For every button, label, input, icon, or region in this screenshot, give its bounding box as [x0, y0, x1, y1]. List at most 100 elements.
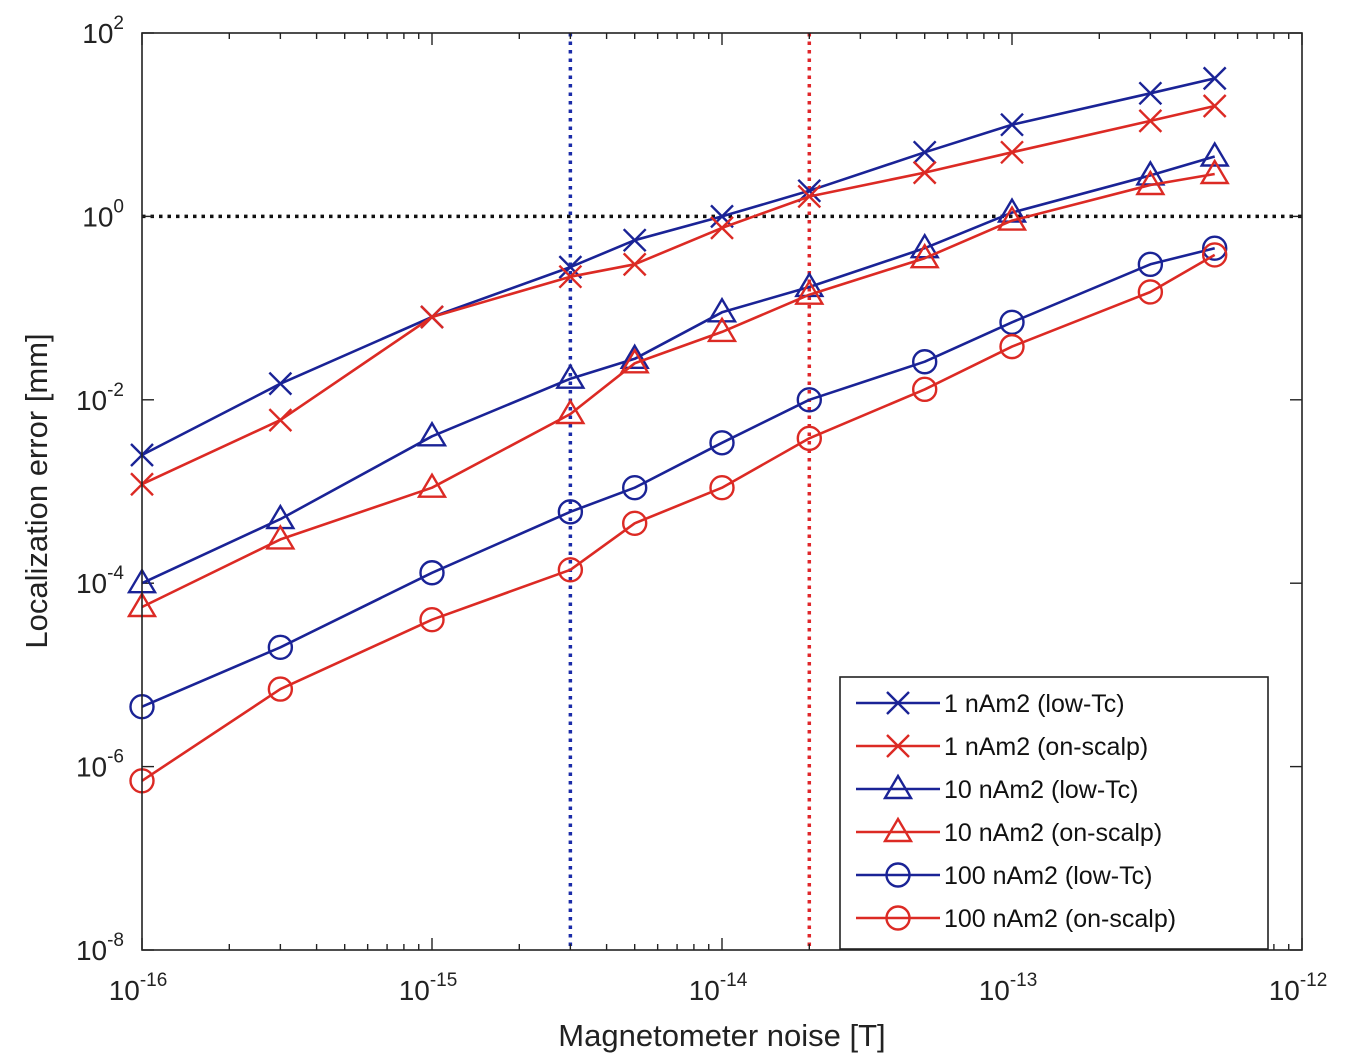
data-point [1000, 140, 1024, 165]
y-axis-label: Localization error [mm] [19, 333, 54, 648]
legend-marker [886, 734, 910, 758]
data-point [709, 475, 735, 501]
data-point-stroke [912, 140, 937, 165]
tick-labels: 10-16 10-15 10-14 10-13 10-12 10-8 10-6 10-4 10-… [76, 13, 1327, 1006]
series-line-2 [141, 155, 1216, 585]
data-point-stroke [1000, 140, 1024, 165]
y-tick-label: 10-2 [76, 380, 124, 416]
data-point [416, 472, 448, 498]
series-3 [126, 158, 1230, 618]
x-tick-label: 10-13 [979, 970, 1038, 1006]
data-point [267, 634, 294, 660]
data-point-stroke [912, 160, 937, 185]
data-point [416, 420, 448, 447]
data-point [1199, 158, 1230, 185]
x-tick-label: 10-15 [399, 970, 458, 1006]
data-point [555, 363, 586, 389]
data-point [912, 160, 937, 185]
data-point [267, 676, 294, 702]
data-point [912, 140, 937, 165]
series-group [126, 66, 1230, 794]
data-point [622, 252, 647, 277]
data-point-stroke [1000, 112, 1024, 137]
x-tick-label: 10-12 [1269, 970, 1328, 1006]
data-point-stroke [797, 184, 822, 209]
plot-frame [141, 32, 1303, 951]
y-tick-label: 10-6 [76, 747, 124, 783]
data-point-stroke [268, 408, 293, 432]
series-line-4 [141, 246, 1216, 708]
series-line-3 [141, 172, 1215, 609]
data-point [622, 475, 648, 501]
data-point [1000, 112, 1024, 137]
data-point [1138, 109, 1163, 133]
y-tick-label: 10-4 [76, 563, 124, 599]
data-point [419, 606, 445, 633]
data-point [619, 347, 650, 374]
data-point [706, 316, 738, 343]
data-point [619, 343, 650, 369]
data-point [557, 557, 584, 583]
data-point-stroke [622, 252, 647, 277]
legend-entry-label: 10 nAm2 (low-Tc) [944, 776, 1139, 804]
data-point-stroke [1202, 94, 1227, 118]
legend: 1 nAm2 (low-Tc) 1 nAm2 (on-scalp) 10 nAm2 … [839, 676, 1269, 950]
data-point [710, 216, 734, 240]
data-point [796, 387, 822, 413]
data-point [558, 264, 583, 289]
data-point-stroke [558, 255, 583, 279]
legend-marker [882, 816, 914, 843]
legend-entry-label: 10 nAm2 (on-scalp) [944, 819, 1162, 847]
data-point [912, 349, 938, 375]
x-tick-label: 10-16 [109, 970, 168, 1006]
data-point-stroke [1138, 81, 1163, 106]
data-point [1202, 66, 1227, 91]
data-point [794, 279, 825, 305]
x-tick-label: 10-14 [689, 970, 748, 1006]
series-line-5 [141, 253, 1216, 782]
data-point [999, 333, 1025, 360]
y-tick-label: 10-8 [76, 930, 124, 966]
y-tick-label: 100 [82, 196, 124, 232]
data-point [1137, 251, 1164, 278]
data-point [622, 228, 647, 253]
x-axis-label: Magnetometer noise [T] [558, 1018, 885, 1053]
data-point [1202, 94, 1227, 118]
data-point [557, 499, 584, 525]
legend-entry-label: 100 nAm2 (low-Tc) [944, 862, 1152, 890]
legend-marker [882, 773, 914, 800]
series-5 [129, 242, 1228, 794]
series-1 [130, 94, 1227, 497]
data-point [909, 242, 940, 269]
legend-marker-stroke [886, 734, 910, 758]
data-point [265, 524, 296, 550]
data-point [797, 184, 822, 209]
data-point [706, 296, 738, 323]
legend-entry-label: 100 nAm2 (on-scalp) [944, 905, 1176, 933]
legend-marker [886, 691, 910, 715]
data-point-stroke [710, 216, 734, 240]
data-point-stroke [710, 204, 734, 229]
data-point [268, 408, 293, 432]
data-point-stroke [622, 228, 647, 253]
data-point [419, 560, 445, 586]
data-point [1202, 235, 1228, 261]
data-point [1199, 141, 1230, 167]
data-point [912, 376, 938, 403]
legend-marker [885, 905, 911, 931]
data-point-stroke [420, 305, 444, 329]
legend-entry-label: 1 nAm2 (low-Tc) [944, 690, 1125, 718]
data-point [999, 309, 1025, 336]
data-point [709, 430, 735, 456]
data-point [1137, 279, 1164, 305]
y-tick-label: 102 [82, 13, 124, 49]
data-point [622, 510, 648, 537]
legend-marker [885, 862, 911, 888]
data-point-stroke [1138, 109, 1163, 133]
data-point-stroke [1202, 66, 1227, 91]
legend-entry-label: 1 nAm2 (on-scalp) [944, 733, 1148, 761]
legend-marker-stroke [886, 691, 910, 715]
data-point-stroke [558, 264, 583, 289]
data-point [268, 371, 293, 396]
